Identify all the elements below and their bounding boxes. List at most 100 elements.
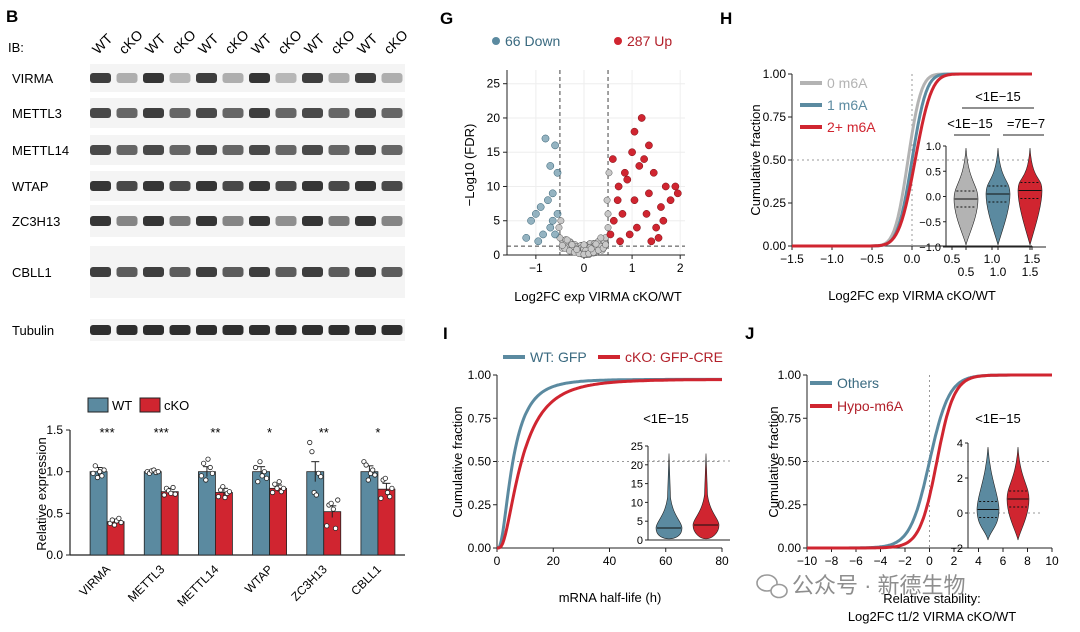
- up-point: [635, 162, 644, 170]
- x-axis-label-2: Log2FC t1/2 VIRMA cKO/WT: [848, 609, 1016, 624]
- blot-band: [143, 325, 164, 335]
- violin: [1017, 147, 1043, 246]
- legend-label: 1 m6A: [827, 97, 868, 113]
- down-point: [544, 196, 552, 205]
- data-point: [335, 497, 341, 503]
- violin: [985, 147, 1011, 246]
- x-tick-label: 0: [494, 554, 501, 568]
- data-point: [280, 485, 287, 491]
- lane-label: WT: [142, 30, 169, 57]
- x-axis-label: Relative stability:: [883, 591, 981, 606]
- lane-label: WT: [354, 30, 381, 57]
- y-tick-label: 0.50: [763, 153, 787, 167]
- cdf-chart-stability: 0.00 0.25 0.50 0.75 1.00 −10 −8 −6 −4 −2 0 2 4 6 8 10 Ot…: [766, 368, 1059, 624]
- significance-label: ***: [154, 425, 169, 440]
- bar-cko: [215, 492, 233, 556]
- data-point: [99, 473, 105, 479]
- cdf-line-1: [497, 378, 722, 550]
- up-point: [628, 148, 636, 157]
- y-tick-label: 1.00: [763, 67, 787, 81]
- x-axis-label: mRNA half-life (h): [559, 590, 662, 605]
- blot-band: [90, 325, 111, 335]
- blot-band: [249, 181, 270, 191]
- blot-band: [355, 325, 376, 335]
- blot-band: [116, 145, 138, 155]
- blot-band: [169, 145, 191, 155]
- x-tick-label: −1.5: [780, 252, 804, 266]
- blot-band: [328, 181, 350, 191]
- up-point: [633, 223, 641, 232]
- bar-cko: [160, 491, 179, 556]
- bar-wt: [198, 471, 216, 556]
- blot-band: [381, 145, 403, 155]
- watermark-text: 公众号 · 新德生物: [792, 573, 966, 598]
- blot-band: [90, 267, 111, 277]
- x-tick-label: 60: [659, 554, 673, 568]
- blot-band: [116, 325, 138, 335]
- blot-band: [196, 216, 217, 226]
- blot-band: [275, 267, 297, 277]
- blot-band: [116, 181, 138, 191]
- blot-band: [328, 145, 350, 155]
- blot-band: [196, 267, 217, 277]
- blot-row-label: METTL14: [12, 143, 69, 158]
- blot-band: [90, 181, 111, 191]
- data-point: [370, 467, 376, 473]
- legend-label: Others: [837, 375, 879, 391]
- down-point: [548, 189, 557, 198]
- x-tick-label: ZC3H13: [288, 562, 330, 604]
- blot-band: [90, 145, 111, 155]
- up-point: [657, 203, 665, 211]
- inset-y-tick-label: 1.0: [926, 141, 941, 153]
- x-tick-label: 2: [677, 261, 684, 275]
- up-point: [640, 155, 648, 163]
- blot-band: [169, 216, 191, 226]
- lane-label: cKO: [221, 26, 252, 57]
- data-point: [220, 484, 226, 490]
- ns-point: [603, 196, 611, 204]
- blot-band: [169, 73, 191, 83]
- legend-label: cKO: GFP-CRE: [625, 349, 723, 365]
- y-axis-label: Cumulative fraction: [748, 104, 763, 215]
- blot-band: [169, 181, 191, 191]
- y-tick-label: 20: [487, 111, 501, 125]
- blot-band: [381, 108, 403, 118]
- up-point: [618, 210, 627, 218]
- cdf-line-2: [792, 72, 1032, 248]
- data-point: [90, 470, 96, 476]
- data-point: [318, 474, 324, 480]
- legend-label: 2+ m6A: [827, 119, 876, 135]
- blot-band: [275, 108, 297, 118]
- data-point: [332, 525, 339, 531]
- ns-point: [555, 224, 563, 232]
- blot-band: [143, 108, 164, 118]
- blot-strip: [90, 246, 405, 298]
- legend-swatch-wt: [87, 397, 109, 413]
- blot-band: [143, 73, 164, 83]
- blot-band: [143, 181, 164, 191]
- data-point: [330, 506, 336, 512]
- up-point: [645, 141, 653, 150]
- data-point: [328, 500, 334, 506]
- lane-label: cKO: [327, 26, 358, 57]
- down-point: [546, 223, 555, 232]
- blot-band: [302, 145, 323, 155]
- up-point: [652, 223, 660, 232]
- ns-point: [604, 224, 612, 232]
- p-value-label: <1E−15: [975, 411, 1021, 426]
- data-point: [363, 462, 369, 468]
- legend-label: 0 m6A: [827, 75, 868, 91]
- x-axis-label: Log2FC exp VIRMA cKO/WT: [828, 288, 996, 303]
- data-point: [203, 477, 209, 483]
- p-value-label: <1E−15: [947, 116, 993, 131]
- ns-point: [573, 246, 581, 253]
- ns-point: [592, 240, 600, 248]
- up-point: [649, 168, 658, 177]
- blot-band: [196, 145, 217, 155]
- y-tick-label: 1.0: [46, 465, 63, 479]
- blot-band: [249, 267, 270, 277]
- y-tick-label: 0.25: [763, 196, 787, 210]
- bar-wt: [360, 471, 379, 556]
